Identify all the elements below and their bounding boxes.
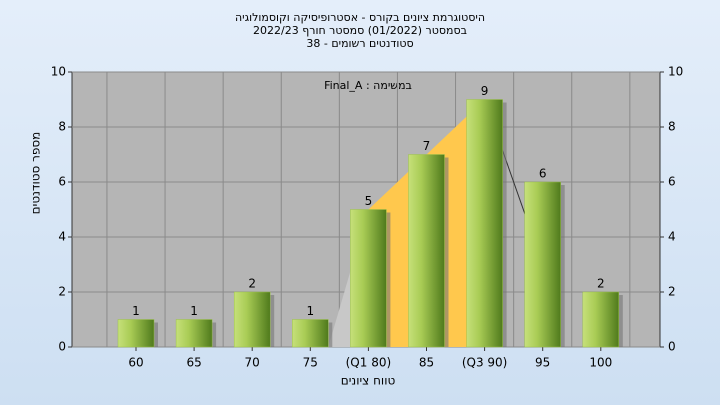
value-label: 1 [306,304,314,318]
chart-title: היסטוגרמת ציונים בקורס - אסטרופיסיקה וקו… [235,11,485,24]
bar [524,181,561,348]
value-label: 6 [539,167,547,181]
chart-title: סטודנטים רשומים - 38 [306,37,413,50]
y-tick-label: 6 [58,175,66,189]
x-tick-label: 100 [589,356,612,370]
x-tick-label: 95 [535,356,550,370]
annotation: במשימה : Final_A [324,79,412,92]
value-label: 2 [248,277,256,291]
y2-tick-label: 0 [668,340,676,354]
value-label: 5 [365,194,373,208]
x-tick-label: (Q1 80) [346,356,392,370]
y2-tick-label: 2 [668,285,676,299]
x-tick-label: (Q3 90) [462,356,508,370]
bar [233,291,271,348]
x-tick-label: 85 [419,356,434,370]
value-label: 9 [481,84,489,98]
y2-tick-label: 8 [668,120,676,134]
y2-tick-label: 10 [668,65,683,79]
y-tick-label: 8 [58,120,66,134]
x-tick-label: 75 [303,356,318,370]
y-tick-label: 2 [58,285,66,299]
value-label: 1 [132,304,140,318]
bar [117,319,155,348]
y-tick-label: 10 [51,65,66,79]
x-tick-label: 70 [245,356,260,370]
chart-title: בסמסטר (01/2022) סמסטר חורף 2022/23 [253,24,467,37]
y-axis-label: מספר סטודנטים [29,132,43,215]
bar [408,154,445,348]
bar [292,319,329,348]
y-tick-label: 0 [58,340,66,354]
bar [582,291,620,348]
y2-tick-label: 4 [668,230,676,244]
y-tick-label: 4 [58,230,66,244]
y2-tick-label: 6 [668,175,676,189]
value-label: 7 [423,139,431,153]
value-label: 1 [190,304,198,318]
x-tick-label: 60 [128,356,143,370]
x-tick-label: 65 [186,356,201,370]
value-label: 2 [597,277,605,291]
bar [466,99,503,348]
x-axis-label: טווח ציונים [341,374,396,388]
bar [175,319,213,348]
bar [350,209,387,348]
